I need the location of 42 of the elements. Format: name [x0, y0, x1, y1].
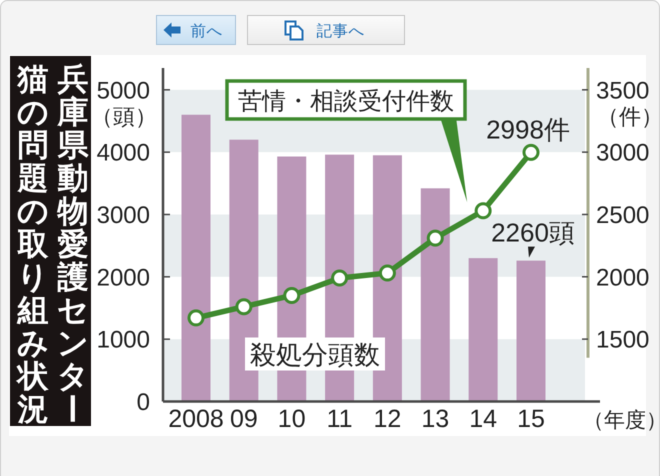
point	[283, 286, 300, 304]
text: 苦情・相談受付件数	[238, 88, 454, 115]
x-tick-label: 13	[421, 405, 450, 433]
x-tick-label: 09	[230, 405, 258, 433]
x-tick-label: 10	[278, 405, 306, 433]
x-tick-label: 15	[517, 405, 545, 433]
y-tick-label: 4000	[96, 140, 150, 167]
text: 猫の問題の取り組み状況	[17, 61, 49, 426]
y2-tick-label: 2500	[596, 202, 650, 229]
bar	[420, 188, 450, 402]
bar	[468, 258, 498, 402]
data-label: 2260頭	[491, 218, 575, 248]
chart-title: 兵庫県動物愛護センター	[54, 61, 90, 424]
x-tick-label: 2008	[168, 405, 224, 433]
y2-tick-label: 2000	[596, 264, 650, 292]
point	[188, 309, 204, 326]
y-tick-label: 1000	[96, 326, 150, 354]
y2-tick-label: 3500	[596, 77, 650, 104]
y-axis-title: （頭）	[91, 104, 157, 129]
point	[474, 202, 492, 220]
y2-tick-label: 1500	[596, 326, 650, 354]
x-tick-label: 12	[374, 405, 402, 433]
x-axis-title: （年度）	[583, 409, 660, 432]
point	[378, 264, 396, 282]
x-tick-label: 14	[469, 405, 498, 433]
point	[331, 270, 348, 287]
y-tick-label: 0	[136, 389, 150, 416]
point	[522, 144, 540, 161]
y-tick-label: 3000	[96, 202, 150, 229]
y-tick-label: 2000	[96, 264, 150, 292]
bar	[182, 114, 210, 402]
bar	[516, 260, 546, 402]
y2-tick-label: 3000	[596, 140, 650, 167]
series-label: 殺処分頭数	[250, 340, 380, 370]
point	[235, 298, 252, 316]
y2-axis-title: （件）	[597, 104, 660, 129]
data-label: 2998件	[486, 114, 570, 144]
button[interactable]: 前へ	[156, 15, 236, 45]
button[interactable]: 記事へ	[247, 15, 405, 45]
y-tick-label: 5000	[96, 77, 150, 104]
point	[426, 230, 444, 247]
x-tick-label: 11	[326, 405, 353, 433]
